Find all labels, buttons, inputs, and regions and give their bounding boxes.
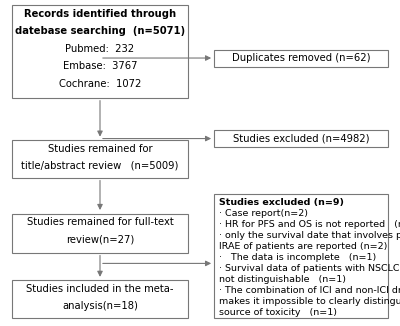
FancyBboxPatch shape [214,130,388,147]
Text: Duplicates removed (n=62): Duplicates removed (n=62) [232,53,370,64]
FancyBboxPatch shape [12,140,188,178]
Text: Embase:  3767: Embase: 3767 [63,61,137,71]
Text: · only the survival date that involves partial: · only the survival date that involves p… [219,231,400,240]
FancyBboxPatch shape [214,50,388,67]
Text: Pubmed:  232: Pubmed: 232 [66,44,134,54]
Text: · Survival data of patients with NSCLC were: · Survival data of patients with NSCLC w… [219,264,400,273]
Text: makes it impossible to clearly distinguish the: makes it impossible to clearly distingui… [219,297,400,305]
FancyBboxPatch shape [12,280,188,318]
Text: Cochrane:  1072: Cochrane: 1072 [59,79,141,89]
Text: Studies included in the meta-: Studies included in the meta- [26,284,174,294]
Text: IRAE of patients are reported (n=2): IRAE of patients are reported (n=2) [219,242,388,251]
Text: not distinguishable   (n=1): not distinguishable (n=1) [219,274,346,284]
Text: review(n=27): review(n=27) [66,234,134,244]
Text: · Case report(n=2): · Case report(n=2) [219,209,308,218]
Text: analysis(n=18): analysis(n=18) [62,301,138,311]
Text: source of toxicity   (n=1): source of toxicity (n=1) [219,307,337,317]
FancyBboxPatch shape [12,214,188,253]
Text: · The combination of ICI and non-ICI drugs: · The combination of ICI and non-ICI dru… [219,286,400,295]
Text: Records identified through: Records identified through [24,9,176,19]
FancyBboxPatch shape [12,5,188,98]
Text: Studies excluded (n=4982): Studies excluded (n=4982) [233,134,369,144]
Text: · HR for PFS and OS is not reported   (n=2): · HR for PFS and OS is not reported (n=2… [219,220,400,229]
Text: Studies excluded (n=9): Studies excluded (n=9) [219,198,344,207]
Text: Studies remained for: Studies remained for [48,144,152,154]
Text: Studies remained for full-text: Studies remained for full-text [27,217,173,228]
Text: title/abstract review   (n=5009): title/abstract review (n=5009) [21,160,179,170]
FancyBboxPatch shape [214,194,388,318]
Text: ·   The data is incomplete   (n=1): · The data is incomplete (n=1) [219,253,376,262]
Text: datebase searching  (n=5071): datebase searching (n=5071) [15,26,185,36]
